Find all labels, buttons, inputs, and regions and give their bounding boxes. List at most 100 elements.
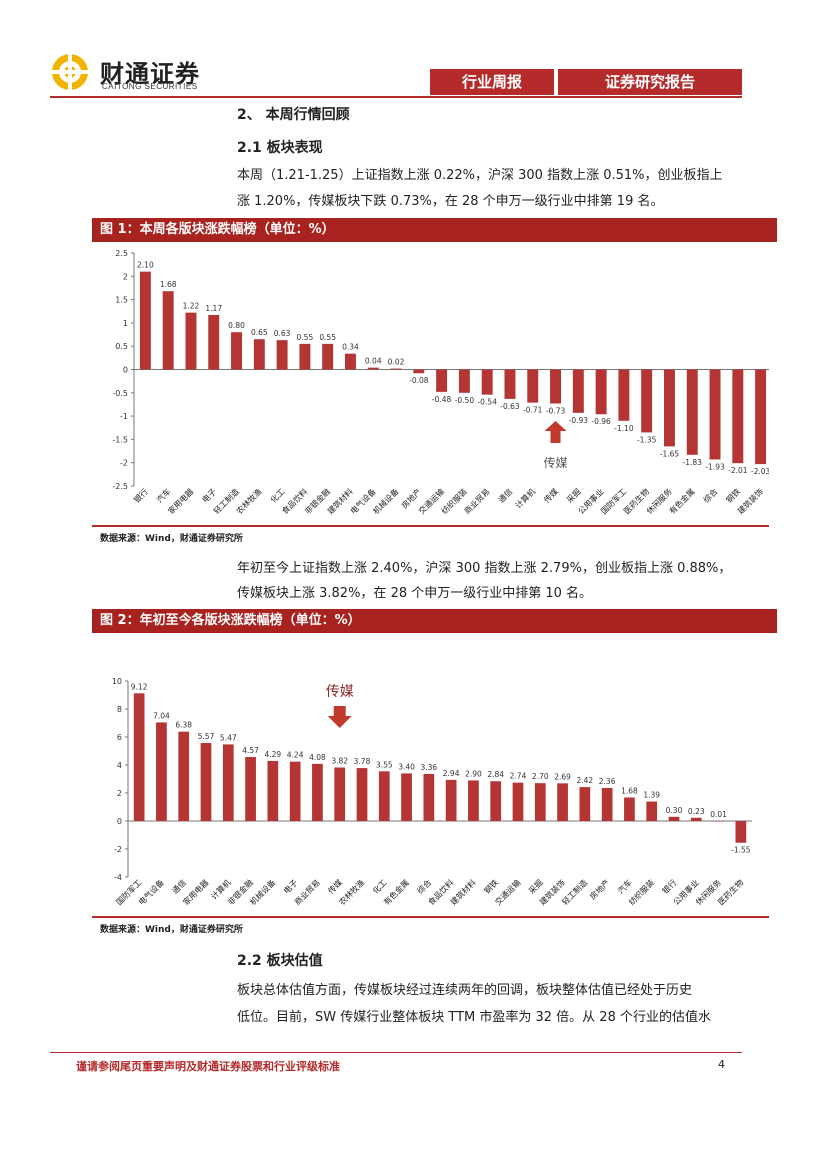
bar (713, 820, 724, 822)
bar (334, 767, 346, 821)
bar (732, 369, 744, 464)
bar (709, 369, 721, 460)
category-label: 采掘 (564, 486, 582, 504)
category-label: 综合 (701, 486, 719, 504)
bar (686, 369, 698, 455)
data-label: 0.55 (319, 333, 336, 342)
category-label: 化工 (268, 486, 286, 504)
paragraph-2-line-1: 年初至今上证指数上涨 2.40%，沪深 300 指数上涨 2.79%，创业板指上… (237, 561, 732, 576)
data-label: 4.29 (265, 750, 282, 759)
bar (156, 722, 167, 821)
category-label: 汽车 (615, 877, 633, 895)
data-label: 4.08 (309, 753, 326, 762)
data-label: 1.17 (205, 304, 222, 313)
data-label: 4.24 (287, 751, 304, 760)
bar (690, 817, 702, 821)
bar (527, 369, 539, 403)
data-label: 0.63 (274, 329, 291, 338)
data-label: 0.01 (710, 810, 727, 819)
bar (481, 369, 493, 395)
y-tick-label: 10 (112, 677, 122, 686)
data-label: -1.35 (637, 435, 657, 444)
data-label: 3.55 (376, 760, 393, 769)
y-tick-label: 1.5 (115, 296, 128, 305)
highlight-annotation: 传媒 (326, 684, 354, 700)
category-label: 钢铁 (724, 486, 742, 504)
category-label: 传媒 (542, 486, 560, 504)
y-tick-label: 6 (117, 733, 122, 742)
data-label: 2.74 (510, 772, 527, 781)
bar (490, 781, 502, 821)
bar (231, 332, 243, 370)
data-label: -0.08 (409, 376, 429, 385)
highlight-arrow-down-icon (327, 706, 352, 728)
data-label: 0.55 (297, 333, 314, 342)
y-tick-label: -2.5 (112, 482, 128, 491)
bar (367, 367, 379, 370)
data-label: 2.42 (577, 776, 594, 785)
data-label: -1.65 (660, 449, 680, 458)
bar (133, 693, 145, 821)
y-tick-label: -2 (114, 845, 122, 854)
category-label: 钢铁 (482, 877, 500, 895)
data-label: 3.40 (398, 762, 415, 771)
logo: 财通证券 CAITONG SECURITIES (50, 50, 220, 96)
bar (200, 743, 212, 821)
y-tick-label: 0.5 (115, 342, 128, 351)
bar (624, 797, 635, 821)
data-label: 7.04 (153, 711, 170, 720)
data-label: 3.82 (331, 757, 348, 766)
bar (572, 369, 584, 413)
figure-2-source: 数据来源：Wind，财通证券研究所 (100, 925, 243, 935)
data-label: 0.04 (365, 357, 382, 366)
paragraph-1-line-2: 涨 1.20%，传媒板块下跌 0.73%，在 28 个申万一级行业中排第 19 … (237, 194, 664, 209)
bar (458, 369, 470, 393)
bar (178, 731, 190, 821)
paragraph-1-line-1: 本周（1.21-1.25）上证指数上涨 0.22%，沪深 300 指数上涨 0.… (237, 168, 723, 183)
y-tick-label: -0.5 (112, 389, 128, 398)
data-label: 1.68 (621, 786, 638, 795)
data-label: 5.47 (220, 733, 237, 742)
data-label: -0.96 (591, 417, 611, 426)
data-label: -1.10 (614, 424, 634, 433)
bar (322, 343, 334, 370)
data-label: -0.73 (546, 407, 566, 416)
bar (534, 783, 546, 821)
bar (663, 369, 675, 447)
bar (356, 768, 368, 821)
figure-2-title: 图 2：年初至今各版块涨跌幅榜（单位：%） (92, 609, 777, 633)
data-label: -2.01 (728, 466, 748, 475)
paragraph-2-line-2: 传媒板块上涨 3.82%，在 28 个申万一级行业中排第 10 名。 (237, 586, 593, 601)
category-label: 商业贸易 (462, 486, 492, 516)
category-label: 综合 (415, 877, 433, 895)
data-label: 1.22 (183, 302, 200, 311)
logo-name: 财通证券 (100, 59, 200, 88)
data-label: -0.50 (455, 396, 475, 405)
bar (401, 773, 412, 821)
data-label: 3.78 (354, 757, 371, 766)
figure-1-bottom-rule (92, 525, 769, 527)
figure-1-chart: 2.5 2 1.5 1 0.5 0 -0.5 -1 -1.5 -2 -2.5 2.10 银行 1.68 汽车… (112, 249, 769, 516)
category-label: 电子 (281, 877, 299, 895)
tag-report: 证券研究报告 (558, 69, 742, 95)
y-tick-label: 1 (123, 319, 128, 328)
bar (755, 369, 767, 465)
category-label: 银行 (660, 877, 678, 895)
category-label: 电子 (200, 486, 218, 504)
data-label: 4.57 (242, 746, 259, 755)
data-label: 0.02 (388, 358, 405, 367)
section-title: 2、 本周行情回顾 (237, 107, 350, 123)
data-label: 0.30 (666, 806, 683, 815)
bar (139, 271, 151, 370)
data-label: -0.71 (523, 406, 543, 415)
bar (468, 780, 479, 821)
bar (162, 291, 174, 370)
y-tick-label: -2 (120, 459, 128, 468)
data-label: 2.36 (599, 777, 616, 786)
data-label: 5.57 (198, 732, 215, 741)
bar (595, 369, 607, 415)
data-label: 2.69 (554, 772, 571, 781)
bar (253, 339, 265, 370)
y-tick-label: 0 (123, 366, 128, 375)
data-label: -0.93 (569, 416, 589, 425)
